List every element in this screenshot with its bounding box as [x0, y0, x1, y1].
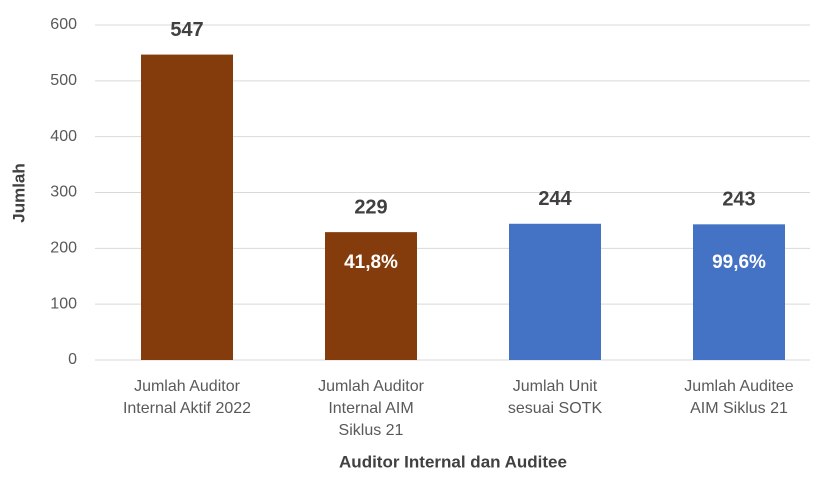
x-tick-label-line: Internal Aktif 2022 — [123, 400, 251, 417]
y-tick-label: 500 — [50, 72, 77, 89]
bar-annotation: 99,6% — [712, 252, 766, 273]
x-tick-label-line: Jumlah Auditor — [318, 378, 425, 395]
y-tick-label: 0 — [68, 351, 77, 368]
x-tick-label: Jumlah Unit sesuai SOTK — [508, 378, 603, 417]
value-label: 547 — [170, 19, 203, 41]
x-tick-label-line: AIM Siklus 21 — [690, 400, 788, 417]
x-tick-label-line: sesuai SOTK — [508, 400, 603, 417]
bar — [509, 223, 601, 360]
bar-annotation: 41,8% — [344, 252, 398, 273]
x-tick-label-line: Jumlah Unit — [513, 378, 598, 395]
y-tick-label: 600 — [50, 16, 77, 33]
y-axis-title: Jumlah — [9, 163, 28, 223]
x-tick-label-line: Jumlah Auditee — [684, 378, 794, 395]
y-tick-label: 100 — [50, 295, 77, 312]
x-tick-label-line: Jumlah Auditor — [134, 378, 241, 395]
y-tick-label: 300 — [50, 184, 77, 201]
y-tick-label: 200 — [50, 240, 77, 257]
bar — [325, 232, 417, 360]
bar — [693, 224, 785, 360]
value-label: 244 — [538, 188, 572, 210]
bar — [141, 54, 233, 360]
x-tick-label: Jumlah Auditor Internal AIM Siklus 21 — [318, 378, 425, 439]
x-tick-label: Jumlah Auditee AIM Siklus 21 — [684, 378, 794, 417]
y-tick-label: 400 — [50, 128, 77, 145]
x-tick-label-line: Internal AIM — [328, 400, 413, 417]
x-tick-label: Jumlah Auditor Internal Aktif 2022 — [123, 378, 251, 417]
x-tick-label-line: Siklus 21 — [339, 422, 404, 439]
value-label: 243 — [722, 189, 755, 211]
value-label: 229 — [354, 196, 387, 218]
x-axis-title: Auditor Internal dan Auditee — [339, 452, 567, 471]
